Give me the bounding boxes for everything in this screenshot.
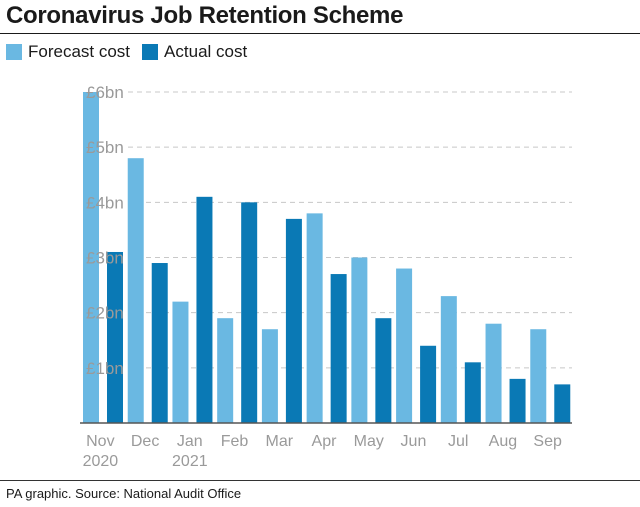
bar-forecast [440, 296, 457, 423]
bar-actual [196, 196, 213, 423]
bar-actual [285, 218, 302, 423]
bar-forecast [396, 268, 413, 423]
bar-actual [241, 202, 258, 423]
bar-actual [464, 362, 481, 423]
legend: Forecast cost Actual cost [6, 41, 259, 63]
x-tick-label: Sep [533, 433, 562, 450]
x-tick-year-label: 2020 [83, 453, 119, 470]
bar-actual [509, 378, 526, 423]
bar-forecast [306, 213, 323, 423]
x-tick-label: Apr [312, 433, 338, 450]
chart-title: Coronavirus Job Retention Scheme [6, 2, 404, 29]
bar-forecast [351, 257, 368, 423]
x-tick-label: Jul [448, 433, 468, 450]
legend-item-forecast: Forecast cost [6, 42, 130, 62]
bar-actual [151, 263, 168, 423]
bar-forecast [127, 158, 144, 423]
bar-actual [420, 345, 437, 423]
bar-forecast [261, 329, 278, 423]
x-tick-label: Nov [86, 433, 114, 450]
y-tick-label: £2bn [86, 304, 124, 323]
axes: £1bn £2bn £3bn £4bn £5bn £6bn Nov 2020 Dec Jan 202… [80, 83, 572, 470]
bar-actual [375, 318, 392, 423]
bar-forecast [217, 318, 234, 423]
bar-forecast [530, 329, 547, 423]
bar-forecast [485, 323, 502, 423]
y-tick-label: £6bn [86, 83, 124, 102]
legend-swatch-forecast [6, 44, 22, 60]
y-tick-label: £1bn [86, 359, 124, 378]
y-tick-label: £5bn [86, 138, 124, 157]
bar-chart: £1bn £2bn £3bn £4bn £5bn £6bn Nov 2020 Dec Jan 202… [80, 83, 572, 470]
y-tick-label: £3bn [86, 249, 124, 268]
legend-label-forecast: Forecast cost [28, 42, 131, 61]
bar-actual [330, 274, 347, 423]
legend-item-actual: Actual cost [142, 42, 247, 62]
bar-actual [107, 251, 123, 423]
gridlines [128, 91, 572, 369]
source-note: PA graphic. Source: National Audit Offic… [6, 486, 242, 501]
legend-swatch-actual [142, 44, 159, 60]
legend-label-actual: Actual cost [164, 42, 248, 61]
y-tick-label: £4bn [86, 193, 124, 212]
x-tick-label: Jun [401, 433, 427, 450]
x-tick-label: Feb [221, 433, 249, 450]
bar-actual [554, 384, 571, 423]
title-divider [0, 33, 640, 34]
x-tick-label: May [354, 433, 384, 450]
x-tick-label: Mar [265, 433, 293, 450]
x-tick-label: Jan [177, 433, 203, 450]
bars [83, 92, 571, 423]
footer-divider [0, 480, 640, 481]
x-tick-year-label: 2021 [172, 453, 208, 470]
x-tick-label: Aug [489, 433, 517, 450]
x-tick-label: Dec [131, 433, 159, 450]
bar-forecast [83, 92, 99, 423]
bar-forecast [172, 301, 189, 423]
